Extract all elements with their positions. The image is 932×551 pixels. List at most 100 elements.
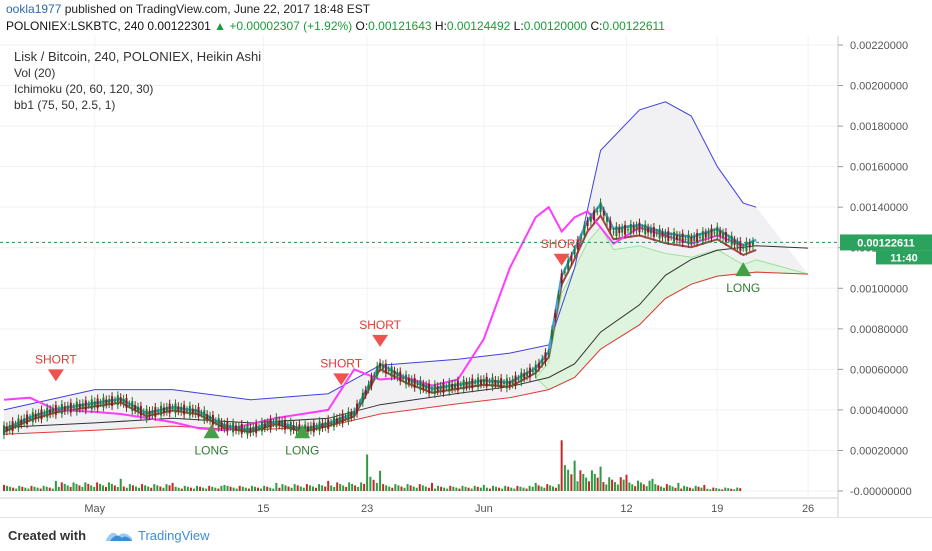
volume-bar <box>546 484 549 491</box>
y-tick-label: 0.00200000 <box>850 81 908 93</box>
volume-bar <box>339 483 342 491</box>
candle-body <box>200 413 203 415</box>
candle-body <box>87 404 90 406</box>
candle-body <box>180 406 183 412</box>
volume-bar <box>579 470 582 491</box>
volume-bar <box>479 487 482 491</box>
volume-bar <box>308 485 311 491</box>
candle-body <box>347 411 350 422</box>
volume-bar <box>281 484 284 491</box>
volume-bar <box>688 487 691 491</box>
x-tick-label: May <box>84 503 105 515</box>
candle-body <box>681 233 684 244</box>
candle-body <box>26 414 29 425</box>
candle-body <box>188 405 191 416</box>
time-axis[interactable]: May 15 23 Jun 12 19 26 <box>84 503 814 515</box>
short-label: SHORT <box>320 356 362 370</box>
volume-bar <box>36 487 39 491</box>
candle-body <box>531 370 534 372</box>
volume-bar <box>360 482 363 491</box>
volume-bar <box>366 454 369 491</box>
tradingview-logo-icon[interactable] <box>104 526 134 544</box>
volume-bar <box>671 486 674 491</box>
candle-body <box>376 365 379 376</box>
volume-bar <box>622 479 625 491</box>
candle-body <box>520 372 523 383</box>
volume-bar <box>342 485 345 491</box>
candle-body <box>379 362 382 368</box>
candle-body <box>563 271 566 273</box>
volume-bar <box>269 487 272 491</box>
volume-bar <box>582 473 585 491</box>
volume-bar <box>217 488 220 491</box>
candle-body <box>252 426 255 432</box>
volume-bar <box>250 485 253 491</box>
candle-body <box>226 421 229 432</box>
volume-bar <box>662 487 665 491</box>
price-chart[interactable]: SHORT LONG LONG SHORT SHORT SHORT LONG Lisk / … <box>0 36 932 517</box>
band-fill <box>4 101 809 435</box>
volume-bar <box>554 487 557 491</box>
short-arrow-icon <box>553 253 570 266</box>
y-tick-label: 0.00020000 <box>850 445 908 457</box>
candle-body <box>459 385 462 387</box>
legend-vol: Vol (20) <box>14 66 55 80</box>
long-arrow-icon <box>203 424 220 439</box>
volume-bar <box>290 487 293 491</box>
candle-body <box>162 407 165 413</box>
volume-bar <box>81 486 84 491</box>
candle-body <box>177 406 180 412</box>
volume-bar <box>552 486 555 491</box>
candle-body <box>350 412 353 418</box>
candle-body <box>526 371 529 377</box>
volume-bar <box>51 488 54 491</box>
volume-bar <box>351 483 354 491</box>
volume-bar <box>543 487 546 491</box>
footer: Created with TradingView <box>0 517 932 551</box>
published-text: published on TradingView.com, June 22, 2… <box>64 2 371 16</box>
volume-bar <box>54 480 57 491</box>
volume-bar <box>665 484 668 491</box>
up-arrow-icon: ▲ <box>214 19 227 33</box>
candle-body <box>229 427 232 429</box>
candle-body <box>736 241 739 247</box>
candle-body <box>312 422 315 433</box>
volume-bar <box>229 486 232 491</box>
candle-body <box>405 374 408 385</box>
volume-bar <box>305 484 308 491</box>
candle-body <box>624 224 627 235</box>
volume-bar <box>430 482 433 491</box>
candle-body <box>485 376 488 387</box>
high-value: 0.00124492 <box>446 19 511 33</box>
candle-body <box>75 401 78 412</box>
volume-bar <box>625 474 628 491</box>
candle-body <box>390 366 393 377</box>
volume-bar <box>69 486 72 491</box>
volume-bar <box>504 485 507 491</box>
candle-body <box>335 418 338 424</box>
candle-body <box>523 373 526 379</box>
tradingview-brand[interactable]: TradingView <box>138 528 210 543</box>
price-axis[interactable]: 0.00220000 0.00200000 0.00180000 0.00160000… <box>838 40 912 498</box>
volume-bar <box>677 482 680 491</box>
candle-body <box>742 247 745 249</box>
volume-bar <box>488 488 491 491</box>
volume-bar <box>78 485 81 491</box>
candle-body <box>609 220 612 231</box>
volume-bar <box>311 486 314 491</box>
volume-bar <box>284 485 287 491</box>
candle-body <box>111 396 114 406</box>
volume-bar <box>434 488 437 491</box>
candle-body <box>586 220 589 226</box>
candle-body <box>361 392 364 403</box>
volume-bar <box>33 486 36 491</box>
volume-bar <box>299 486 302 491</box>
candle-body <box>298 424 301 435</box>
candle-body <box>402 377 405 379</box>
candle-body <box>171 407 174 409</box>
volume-bar <box>427 487 430 491</box>
author-link[interactable]: ookla1977 <box>6 2 62 16</box>
candle-body <box>40 409 43 420</box>
volume-bar <box>691 488 694 491</box>
volume-bar <box>211 486 214 491</box>
